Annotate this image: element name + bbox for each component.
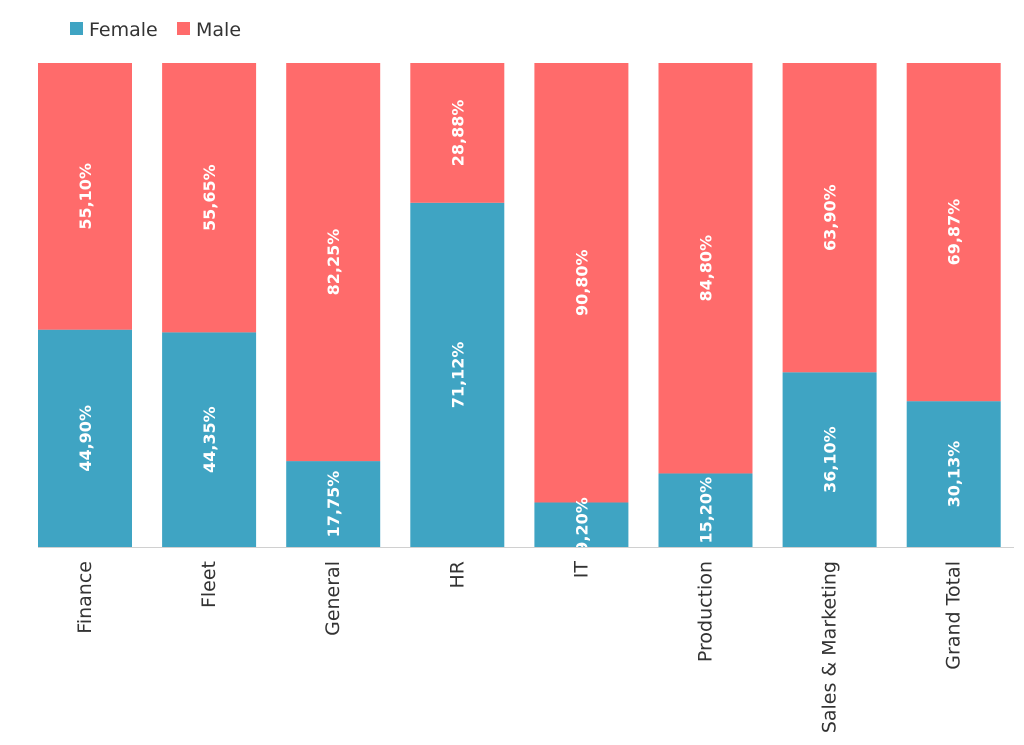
bar-male-6[interactable] — [782, 63, 877, 373]
value-label-female-0: 44,90% — [76, 405, 95, 472]
bar-female-0[interactable] — [38, 329, 132, 547]
bar-male-4[interactable] — [534, 63, 629, 503]
value-labels: 44,90% 55,10% 44,35% 55,65% 17,75% 82,25% 71,1… — [76, 100, 964, 553]
legend-label-male: Male — [196, 19, 241, 41]
bar-female-5[interactable] — [658, 473, 753, 547]
legend: Female Male — [70, 19, 241, 41]
category-label-2: General — [322, 561, 344, 636]
value-label-male-4: 90,80% — [572, 249, 591, 316]
value-label-female-2: 17,75% — [324, 471, 343, 538]
bars — [38, 63, 1001, 547]
legend-item-male[interactable]: Male — [177, 19, 241, 41]
value-label-male-0: 55,10% — [76, 163, 95, 230]
bar-male-1[interactable] — [162, 63, 257, 333]
legend-label-female: Female — [89, 19, 158, 41]
bar-male-3[interactable] — [410, 63, 505, 203]
category-label-5: Production — [695, 561, 717, 662]
bar-female-6[interactable] — [782, 372, 877, 547]
value-label-female-3: 71,12% — [448, 342, 467, 409]
value-label-female-1: 44,35% — [200, 406, 219, 473]
bar-male-7[interactable] — [906, 63, 1001, 402]
category-label-3: HR — [446, 561, 468, 589]
legend-swatch-male — [177, 22, 190, 35]
value-label-male-3: 28,88% — [448, 100, 467, 167]
value-label-male-6: 63,90% — [821, 184, 840, 251]
value-label-male-7: 69,87% — [945, 199, 964, 266]
value-label-female-7: 30,13% — [945, 441, 964, 508]
value-label-female-6: 36,10% — [821, 426, 840, 493]
bar-female-3[interactable] — [410, 202, 505, 547]
legend-swatch-female — [70, 22, 83, 35]
value-label-male-5: 84,80% — [697, 235, 716, 302]
value-label-female-5: 15,20% — [697, 477, 716, 544]
category-label-4: IT — [570, 561, 592, 579]
bar-male-5[interactable] — [658, 63, 753, 474]
category-labels: Finance Fleet General HR IT Production Sales &… — [74, 561, 965, 734]
bar-female-2[interactable] — [286, 461, 381, 547]
value-label-male-1: 55,65% — [200, 164, 219, 231]
bar-female-1[interactable] — [162, 332, 257, 547]
bar-female-7[interactable] — [906, 401, 1001, 547]
category-label-7: Grand Total — [943, 561, 965, 670]
category-label-6: Sales & Marketing — [819, 561, 841, 733]
bar-male-2[interactable] — [286, 63, 381, 462]
bar-female-4[interactable] — [534, 502, 629, 547]
value-label-female-4: 9,20% — [572, 497, 591, 553]
category-label-0: Finance — [74, 561, 96, 634]
legend-item-female[interactable]: Female — [70, 19, 158, 41]
value-label-male-2: 82,25% — [324, 229, 343, 296]
category-label-1: Fleet — [198, 561, 220, 608]
bar-male-0[interactable] — [38, 63, 132, 330]
